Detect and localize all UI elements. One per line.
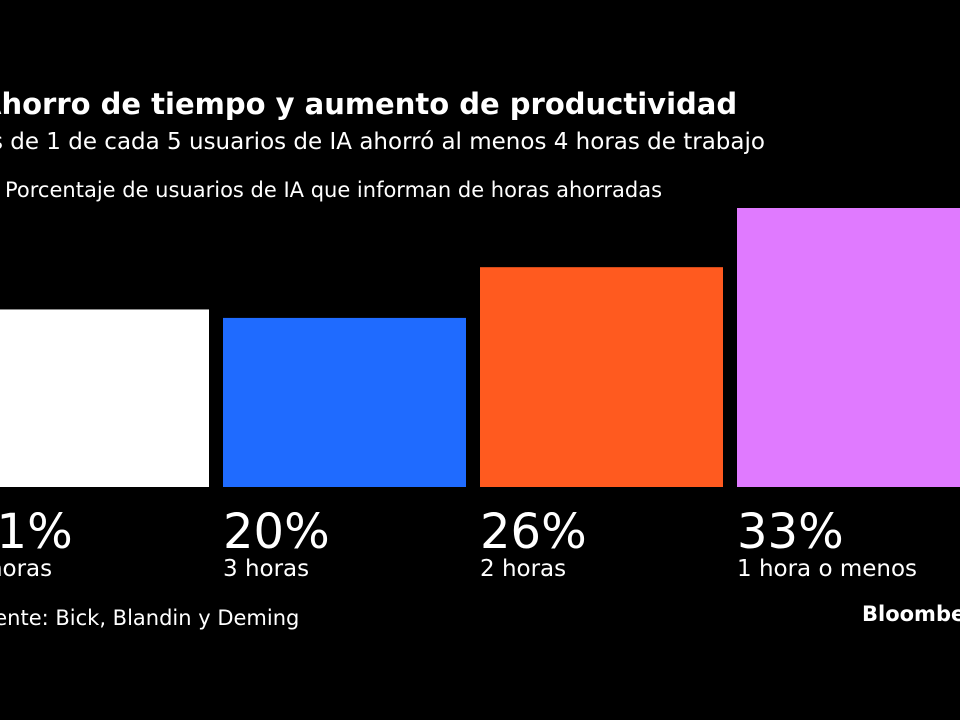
value-label: 33%	[737, 504, 844, 560]
bar	[223, 317, 466, 487]
category-label: 1 hora o menos	[737, 556, 917, 582]
bar	[480, 267, 723, 487]
brand: Bloomberg	[862, 602, 960, 626]
source: Fuente: Bick, Blandin y Deming	[0, 606, 299, 630]
value-label: 20%	[223, 504, 330, 560]
value-label: 21%	[0, 504, 73, 560]
category-label: 4 horas	[0, 556, 52, 582]
chart-subtitle: Más de 1 de cada 5 usuarios de IA ahorró…	[0, 129, 765, 155]
bar	[0, 309, 209, 487]
axis-label: Porcentaje de usuarios de IA que informa…	[5, 178, 662, 202]
value-label: 26%	[480, 504, 587, 560]
bar	[737, 208, 960, 487]
chart-title: Ahorro de tiempo y aumento de productivi…	[0, 87, 737, 121]
category-label: 3 horas	[223, 556, 309, 582]
category-label: 2 horas	[480, 556, 566, 582]
